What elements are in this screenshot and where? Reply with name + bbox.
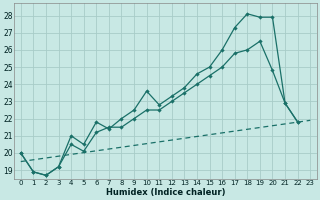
X-axis label: Humidex (Indice chaleur): Humidex (Indice chaleur): [106, 188, 225, 197]
